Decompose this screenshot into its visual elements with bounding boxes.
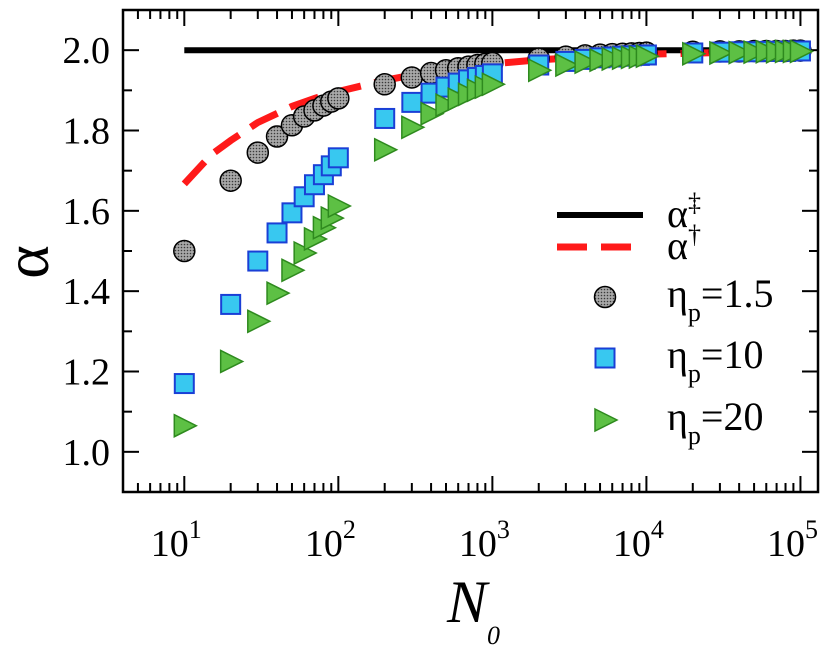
eta-p-20-point bbox=[743, 39, 768, 65]
eta-p-20-legend-marker bbox=[594, 407, 619, 433]
x-tick-label: 104 bbox=[613, 515, 664, 565]
eta-p-10-point bbox=[220, 293, 242, 315]
eta-p-20-point bbox=[373, 137, 399, 162]
eta-p-20-point bbox=[709, 40, 734, 66]
eta-p-1.5-point bbox=[265, 125, 289, 148]
eta-p-1.5-legend-marker bbox=[593, 285, 617, 309]
eta-p-20-legend-label: ηp=20 bbox=[667, 394, 763, 450]
x-tick-label: 101 bbox=[151, 515, 202, 565]
eta-p-20-point bbox=[635, 43, 661, 69]
eta-p-20-point bbox=[247, 309, 272, 334]
eta-p-20-point bbox=[281, 258, 306, 283]
eta-p-20-point bbox=[728, 40, 753, 65]
eta-p-20-point bbox=[219, 349, 245, 374]
x-axis-label-main: N bbox=[446, 569, 490, 635]
eta-p-1.5-point bbox=[219, 169, 242, 192]
legend: α‡α†ηp=1.5ηp=10 ηp=20 bbox=[557, 188, 773, 450]
alpha-double-dagger-legend-label: α‡ bbox=[667, 188, 701, 236]
eta-p-1.5-point bbox=[246, 141, 270, 164]
eta-p-10-point bbox=[281, 202, 303, 224]
x-axis-label: N0 bbox=[446, 569, 500, 650]
eta-p-10-point bbox=[401, 91, 423, 113]
y-tick-label: 2.0 bbox=[63, 30, 111, 72]
eta-p-20-point bbox=[435, 92, 460, 118]
y-axis-label: α bbox=[0, 245, 62, 279]
eta-p-1.5-point bbox=[173, 239, 196, 263]
x-tick-label: 105 bbox=[767, 515, 818, 565]
y-tick-label: 1.2 bbox=[63, 352, 111, 394]
eta-p-10-point bbox=[374, 107, 396, 129]
eta-p-20-point bbox=[789, 39, 815, 64]
eta-p-1.5-legend-label: ηp=1.5 bbox=[667, 271, 773, 327]
eta-p-10-point bbox=[173, 373, 195, 395]
eta-p-20-point bbox=[401, 115, 426, 140]
eta-p-20-point bbox=[574, 50, 599, 75]
eta-p-20-point bbox=[481, 72, 507, 97]
eta-p-20-point bbox=[420, 101, 445, 126]
y-tick-label: 1.4 bbox=[63, 271, 111, 313]
x-tick-label: 103 bbox=[459, 515, 510, 565]
y-tick-label: 1.0 bbox=[63, 432, 111, 474]
eta-p-1.5-point bbox=[373, 73, 396, 96]
alpha-dagger-line bbox=[181, 47, 801, 187]
eta-p-20-point bbox=[589, 47, 614, 73]
eta-p-20-point bbox=[266, 280, 291, 306]
x-axis-label-sub: 0 bbox=[487, 621, 500, 650]
eta-p-20-point bbox=[527, 58, 553, 83]
eta-p-1.5-point bbox=[327, 87, 350, 110]
eta-p-10-point bbox=[247, 250, 269, 272]
eta-p-20-point bbox=[682, 41, 707, 66]
eta-p-20-point bbox=[327, 193, 353, 219]
eta-p-10-point bbox=[327, 147, 349, 169]
y-tick-label: 1.8 bbox=[63, 111, 111, 153]
eta-p-20-point bbox=[173, 413, 198, 438]
x-tick-label: 102 bbox=[305, 515, 356, 565]
points-layer bbox=[173, 39, 815, 438]
y-tick-label: 1.6 bbox=[63, 191, 111, 233]
eta-p-1.5-point bbox=[400, 66, 424, 89]
alpha-dagger-legend-label: α† bbox=[667, 220, 701, 268]
ticks-layer: 101 102 103 104 105 1.0 1.2 1.4 1.6 1.8 2.0 bbox=[63, 10, 818, 565]
eta-p-10-point bbox=[266, 222, 288, 244]
eta-p-20-point bbox=[555, 52, 580, 78]
eta-p-10-legend-marker bbox=[594, 347, 616, 369]
eta-p-10-legend-label: ηp=10 bbox=[667, 332, 763, 388]
